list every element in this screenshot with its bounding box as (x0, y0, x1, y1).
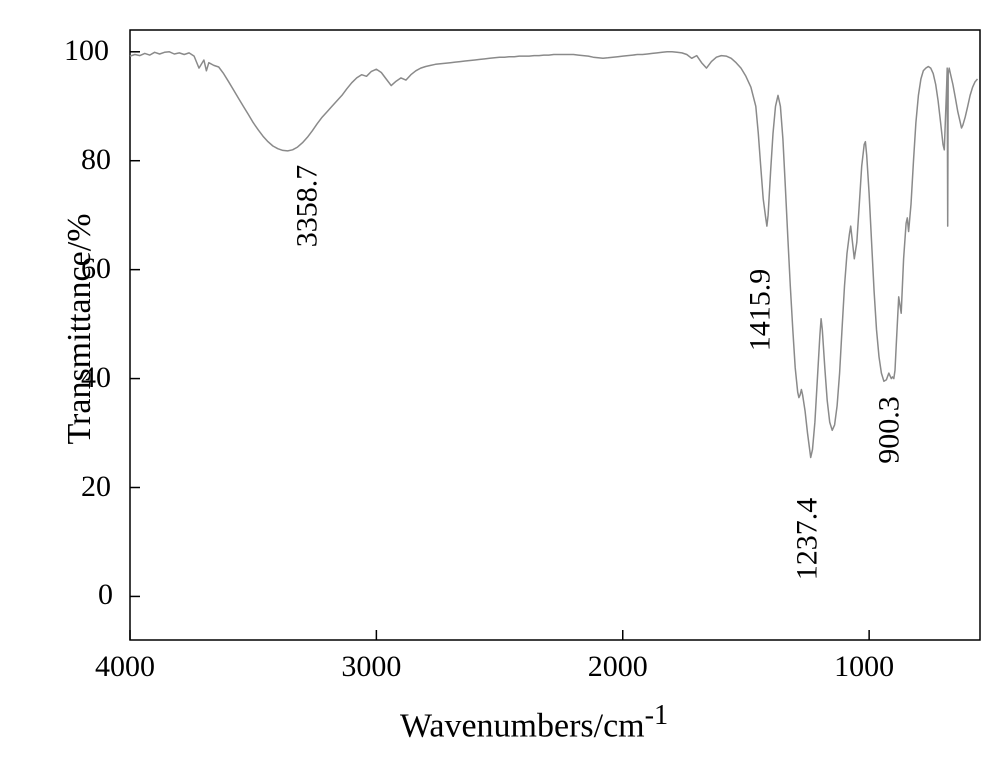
x-axis-label: Wavenumbers/cm-1 (400, 700, 668, 745)
y-tick-label: 40 (81, 361, 111, 395)
x-tick-label: 2000 (588, 650, 648, 684)
y-tick-label: 60 (81, 252, 111, 286)
ir-spectrum-chart: Transmittance/% Wavenumbers/cm-1 0 20 40 60… (0, 0, 1000, 781)
peak-label: 1415.9 (744, 260, 778, 359)
x-axis-label-sup: -1 (645, 700, 669, 731)
peak-label: 3358.7 (290, 157, 324, 256)
x-tick-label: 1000 (834, 650, 894, 684)
y-tick-label: 80 (81, 143, 111, 177)
peak-label: 900.3 (872, 388, 906, 471)
y-tick-label: 0 (98, 578, 113, 612)
y-axis-label: Transmittance/% (61, 179, 99, 479)
x-axis-label-text: Wavenumbers/cm (400, 707, 645, 744)
x-tick-label: 3000 (341, 650, 401, 684)
peak-label: 1237.4 (791, 489, 825, 588)
y-tick-label: 100 (64, 34, 109, 68)
x-tick-label: 4000 (95, 650, 155, 684)
y-tick-label: 20 (81, 470, 111, 504)
